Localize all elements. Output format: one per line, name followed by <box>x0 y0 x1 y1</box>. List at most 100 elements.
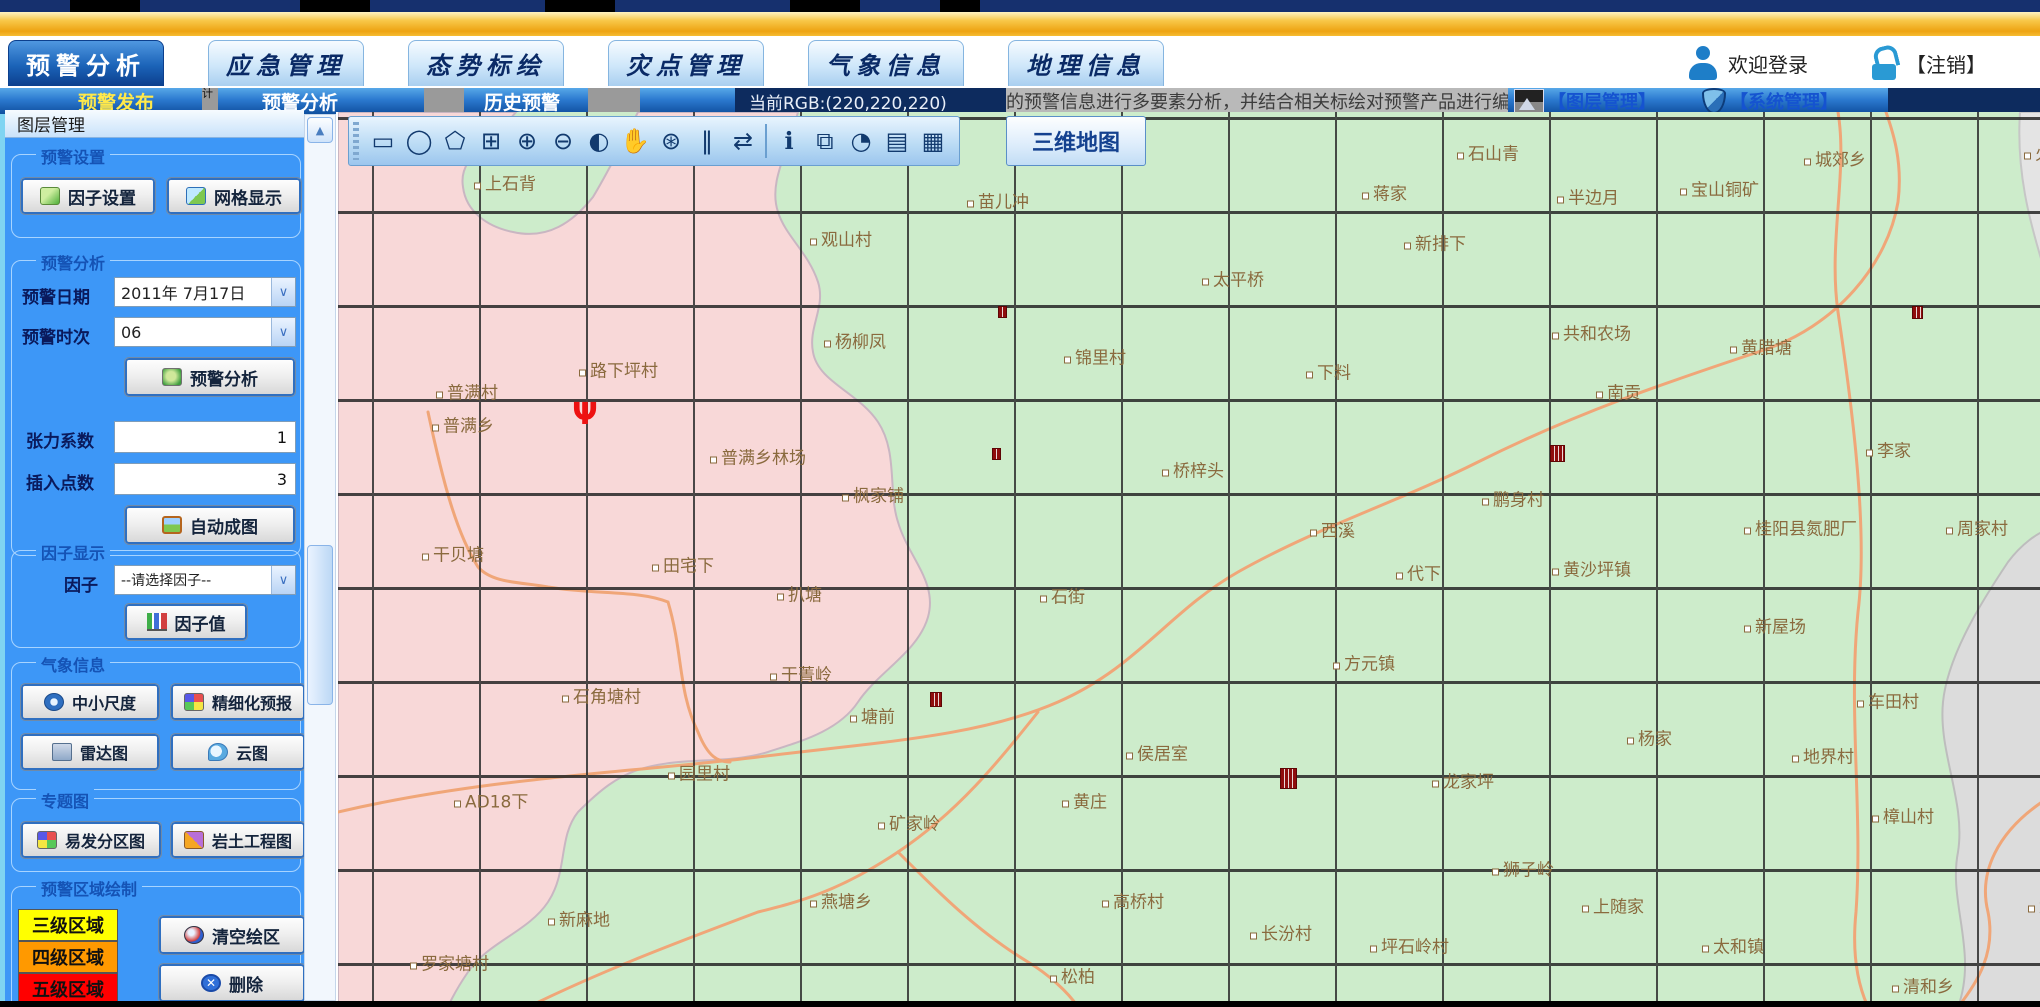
clear-zone-button[interactable]: 清空绘区 <box>158 915 306 955</box>
place-marker-icon <box>1482 498 1489 506</box>
subtab-warning-publish[interactable]: 预警发布 <box>77 91 154 114</box>
scroll-up-button[interactable]: ▲ <box>307 117 333 143</box>
group-title: 气象信息 <box>36 652 111 676</box>
sidebar-scrollbar[interactable]: ▲ <box>304 114 336 1001</box>
tab-6[interactable]: 地理信息 <box>1008 40 1164 86</box>
place-label: 黄腊塘 <box>1730 334 1792 359</box>
tab-2[interactable]: 应急管理 <box>208 40 364 86</box>
group-title: 因子显示 <box>36 540 111 564</box>
toolbar-grip-handle[interactable] <box>353 122 359 160</box>
subtab-history-warning[interactable]: 历史预警 <box>483 91 560 114</box>
warning-date-dropdown[interactable]: 2011年 7月17日 ∨ <box>114 277 296 307</box>
gold-accent-band <box>0 12 2040 36</box>
outside-gray-region <box>2018 112 2040 259</box>
chevron-down-icon[interactable]: ∨ <box>271 318 295 346</box>
place-label: 杨家 <box>1627 725 1672 750</box>
delete-button[interactable]: 删除 <box>158 963 306 1003</box>
pan-hand-icon[interactable]: ✋ <box>620 127 650 155</box>
place-label: 锦里村 <box>1064 344 1126 369</box>
place-marker-icon <box>878 822 885 830</box>
thematic-button-1[interactable]: 易发分区图 <box>20 821 162 859</box>
gray-divider <box>588 88 640 114</box>
place-marker-icon <box>1126 752 1133 760</box>
logout-button[interactable]: 【注销】 <box>1872 46 1986 80</box>
place-marker-icon <box>1744 625 1751 633</box>
place-marker-icon <box>824 340 831 348</box>
insert-points-input[interactable]: 3 <box>114 463 296 495</box>
thematic-button-2[interactable]: 岩土工程图 <box>170 821 306 859</box>
place-label: 罗家塘村 <box>410 950 489 975</box>
subtab-warning-analysis[interactable]: 预警分析 <box>261 91 338 114</box>
place-marker-icon <box>1050 975 1057 983</box>
place-marker-icon <box>454 800 461 808</box>
ellipse-select-icon[interactable]: ◯ <box>405 127 433 155</box>
place-label: 方元镇 <box>1333 650 1395 675</box>
tab-3[interactable]: 态势标绘 <box>408 40 564 86</box>
group-weather-info: 气象信息 中小尺度 精细化预报 雷达图 云图 <box>11 652 306 790</box>
layer-manage-link[interactable]: 【图层管理】 <box>1514 88 1656 114</box>
place-marker-icon <box>562 695 569 703</box>
place-label: 塘前 <box>850 703 895 728</box>
map-3d-button[interactable]: 三维地图 <box>1006 116 1146 166</box>
place-label: 燕塘乡 <box>810 888 872 913</box>
zoom-previous-icon[interactable]: ⊛ <box>660 127 682 155</box>
chevron-down-icon[interactable]: ∨ <box>271 278 295 306</box>
warning-time-dropdown[interactable]: 06 ∨ <box>114 317 296 347</box>
tab-5[interactable]: 气象信息 <box>808 40 964 86</box>
pause-icon[interactable]: ‖ <box>701 127 713 155</box>
polygon-select-icon[interactable]: ⬠ <box>444 127 466 155</box>
disaster-point-marker-icon <box>1550 445 1565 462</box>
layer-manage-label: 【图层管理】 <box>1548 92 1656 113</box>
place-marker-icon <box>810 238 817 246</box>
zoom-in-icon[interactable]: ⊕ <box>516 127 538 155</box>
toolbar-divider <box>761 121 771 161</box>
zoom-out-icon[interactable]: ⊖ <box>552 127 574 155</box>
place-label: 樟山村 <box>1872 803 1934 828</box>
identify-info-icon[interactable]: ℹ <box>784 127 794 155</box>
warning-date-label: 预警日期 <box>22 288 90 308</box>
weather-button-4[interactable]: 云图 <box>170 733 306 771</box>
place-marker-icon <box>1552 332 1559 340</box>
clock-icon[interactable]: ◔ <box>850 127 872 155</box>
map-toolbar: ▭ ◯ ⬠ ⊞ ⊕ ⊖ ◐ ✋ ⊛ ‖ ⇄ ℹ ⧉ ◔ ▤ ▦ <box>348 116 960 166</box>
place-label: 半边月 <box>1557 184 1619 209</box>
tab-1[interactable]: 预警分析 <box>8 40 164 86</box>
weather-button-1[interactable]: 中小尺度 <box>20 683 160 721</box>
measure-ruler-icon[interactable]: ▭ <box>371 127 395 155</box>
weather-button-2[interactable]: 精细化预报 <box>170 683 306 721</box>
place-marker-icon <box>1892 985 1899 993</box>
grid-icon[interactable]: ⊞ <box>480 127 502 155</box>
place-marker-icon <box>1872 815 1879 823</box>
factor-dropdown[interactable]: --请选择因子-- ∨ <box>114 565 296 595</box>
tension-input[interactable]: 1 <box>114 421 296 453</box>
grid-display-button[interactable]: 网格显示 <box>166 177 302 215</box>
place-label: 侯居室 <box>1126 740 1188 765</box>
title-bar-fragment <box>940 0 980 12</box>
scrollbar-thumb[interactable] <box>307 545 333 705</box>
printer-icon[interactable]: ▦ <box>921 127 945 155</box>
compass-icon <box>43 693 64 711</box>
system-manage-link[interactable]: 【系统管理】 <box>1702 88 1838 114</box>
swap-arrows-icon[interactable]: ⇄ <box>732 127 754 155</box>
place-marker-icon <box>1333 662 1340 670</box>
factor-value-button[interactable]: 因子值 <box>124 603 248 641</box>
place-label: 普满村 <box>436 379 498 404</box>
warning-analyze-button[interactable]: 预警分析 <box>124 357 296 397</box>
group-title: 专题图 <box>36 788 95 812</box>
place-marker-icon <box>1857 700 1864 708</box>
print-preview-icon[interactable]: ▤ <box>885 127 909 155</box>
export-icon[interactable]: ⧉ <box>816 127 834 155</box>
auto-map-button[interactable]: 自动成图 <box>124 505 296 545</box>
welcome-login[interactable]: 欢迎登录 <box>1688 46 1808 80</box>
place-label: 坪石岭村 <box>1370 933 1449 958</box>
tab-4[interactable]: 灾点管理 <box>608 40 764 86</box>
place-marker-icon <box>1202 278 1209 286</box>
full-extent-globe-icon[interactable]: ◐ <box>588 127 610 155</box>
weather-button-3[interactable]: 雷达图 <box>20 733 160 771</box>
factor-settings-button[interactable]: 因子设置 <box>20 177 156 215</box>
place-marker-icon <box>1552 568 1559 576</box>
place-marker-icon <box>1557 196 1564 204</box>
chevron-down-icon[interactable]: ∨ <box>271 566 295 594</box>
